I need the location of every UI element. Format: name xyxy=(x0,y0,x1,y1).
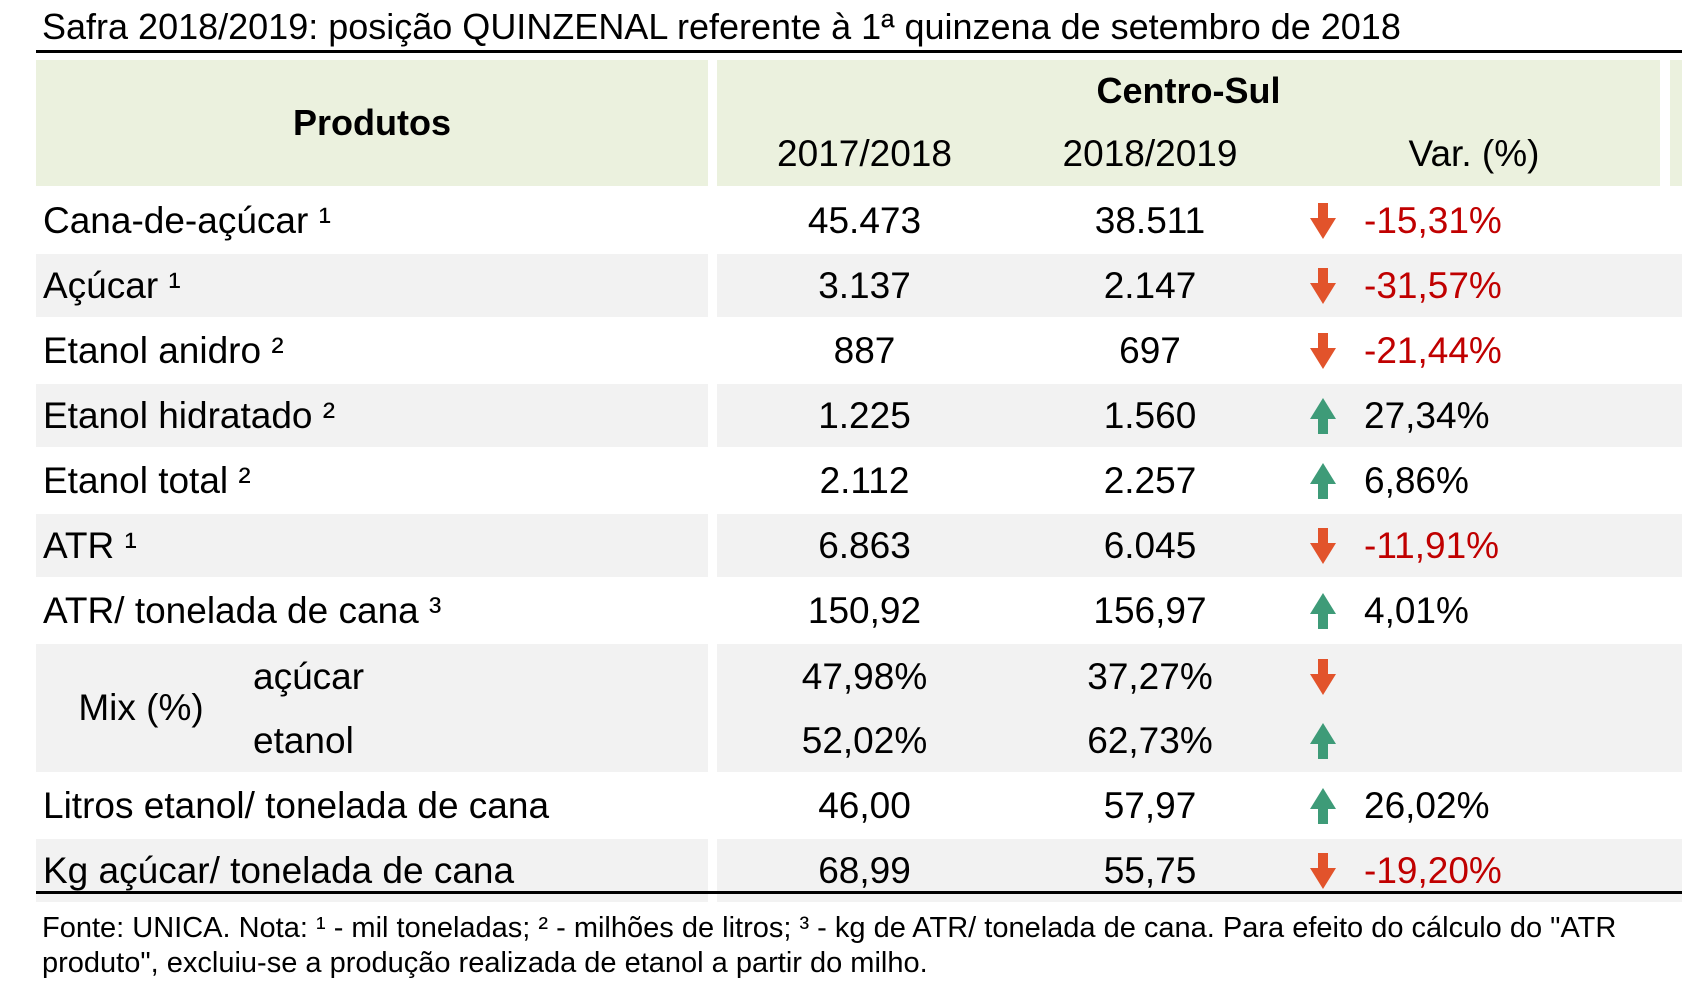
value-2018-2019: 57,97 xyxy=(1103,784,1197,826)
mix-curr-bg xyxy=(1012,644,1288,772)
mix-var-bg xyxy=(1288,644,1670,772)
variation-value: -31,57% xyxy=(1364,264,1502,306)
value-2017-2018: 45.473 xyxy=(807,199,922,241)
value-2018-2019: 2.147 xyxy=(1012,254,1288,317)
title-rule xyxy=(36,50,1682,53)
table-title: Safra 2018/2019: posição QUINZENAL refer… xyxy=(42,6,1401,47)
row-label: Açúcar ¹ xyxy=(36,254,708,317)
value-2017-2018: 1.225 xyxy=(717,384,1012,447)
value-2018-2019: 38.511 xyxy=(1094,199,1206,241)
arrow-up-icon xyxy=(1310,397,1336,434)
variation-cell: -21,44% xyxy=(1288,319,1670,382)
variation-cell: -11,91% xyxy=(1288,514,1670,577)
arrow-up-icon xyxy=(1310,787,1336,824)
source-note: Fonte: UNICA. Nota: ¹ - mil toneladas; ²… xyxy=(42,912,1617,979)
row-edge xyxy=(1670,254,1682,317)
mix-sugar-2017-2018: 47,98% xyxy=(801,655,928,697)
row-edge xyxy=(1670,839,1682,902)
row-label: ATR/ tonelada de cana ³ xyxy=(43,589,442,631)
variation-value: 27,34% xyxy=(1364,394,1490,436)
variation-cell xyxy=(1288,644,1670,709)
variation-cell: 6,86% xyxy=(1288,449,1670,512)
header-col-var: Var. (%) xyxy=(1408,133,1540,174)
row-label: ATR ¹ xyxy=(36,514,708,577)
value-2017-2018: 6.863 xyxy=(717,514,1012,577)
row-edge xyxy=(1670,514,1682,577)
arrow-down-icon xyxy=(1310,332,1336,369)
header-region: Centro-Sul xyxy=(1096,70,1281,111)
row-edge xyxy=(1670,644,1682,772)
value-2017-2018: 2.112 xyxy=(819,459,910,501)
arrow-down-icon xyxy=(1310,267,1336,304)
value-2018-2019: 697 xyxy=(1119,329,1181,371)
value-2018-2019: 6.045 xyxy=(1012,514,1288,577)
value-2017-2018: 150,92 xyxy=(807,589,922,631)
row-edge xyxy=(1670,579,1682,642)
value-2017-2018: 887 xyxy=(833,329,896,371)
mix-prev-bg xyxy=(717,644,1012,772)
row-edge xyxy=(1670,774,1682,837)
variation-value: -19,20% xyxy=(1364,849,1502,891)
arrow-up-icon xyxy=(1310,592,1336,629)
variation-cell: 4,01% xyxy=(1288,579,1670,642)
mix-ethanol-2017-2018: 52,02% xyxy=(801,719,928,761)
arrow-up-icon xyxy=(1310,722,1336,759)
mix-label: Mix (%) xyxy=(78,687,204,728)
row-edge xyxy=(1670,189,1682,252)
variation-value: 4,01% xyxy=(1364,589,1469,631)
variation-value: -11,91% xyxy=(1364,524,1500,566)
row-edge xyxy=(1670,449,1682,512)
header-band xyxy=(717,60,1660,186)
variation-value: 6,86% xyxy=(1364,459,1469,501)
row-label: Litros etanol/ tonelada de cana xyxy=(43,784,550,826)
arrow-up-icon xyxy=(1310,462,1336,499)
arrow-down-icon xyxy=(1310,202,1336,239)
header-band-edge xyxy=(1670,60,1682,186)
mix-sugar-label: açúcar xyxy=(253,655,365,697)
header-col-prev: 2017/2018 xyxy=(777,133,952,174)
value-2018-2019: 2.257 xyxy=(1103,459,1197,501)
value-2018-2019: 1.560 xyxy=(1012,384,1288,447)
variation-cell: 26,02% xyxy=(1288,774,1670,837)
row-label: Etanol total ² xyxy=(43,459,251,501)
variation-value: 26,02% xyxy=(1364,784,1490,826)
variation-value: -21,44% xyxy=(1364,329,1502,371)
row-label: Etanol hidratado ² xyxy=(36,384,708,447)
value-2017-2018: 3.137 xyxy=(717,254,1012,317)
row-edge xyxy=(1670,384,1682,447)
mix-ethanol-label: etanol xyxy=(253,719,354,761)
value-2018-2019: 156,97 xyxy=(1093,589,1207,631)
mix-sugar-2018-2019: 37,27% xyxy=(1087,655,1213,697)
variation-value: -15,31% xyxy=(1364,199,1502,241)
mix-block xyxy=(36,644,708,772)
row-label: Cana-de-açúcar ¹ xyxy=(43,199,331,241)
mix-ethanol-2018-2019: 62,73% xyxy=(1087,719,1213,761)
bottom-rule xyxy=(36,891,1682,894)
value-2017-2018: 46,00 xyxy=(818,784,911,826)
row-edge xyxy=(1670,319,1682,382)
header-col-curr: 2018/2019 xyxy=(1062,133,1238,174)
variation-cell: -15,31% xyxy=(1288,189,1670,252)
arrow-down-icon xyxy=(1310,658,1336,695)
header-products: Produtos xyxy=(36,60,708,186)
arrow-down-icon xyxy=(1310,852,1336,889)
row-label: Etanol anidro ² xyxy=(43,329,284,371)
variation-cell: 27,34% xyxy=(1288,384,1670,447)
arrow-down-icon xyxy=(1310,527,1336,564)
variation-cell xyxy=(1288,709,1670,772)
variation-cell: -31,57% xyxy=(1288,254,1670,317)
